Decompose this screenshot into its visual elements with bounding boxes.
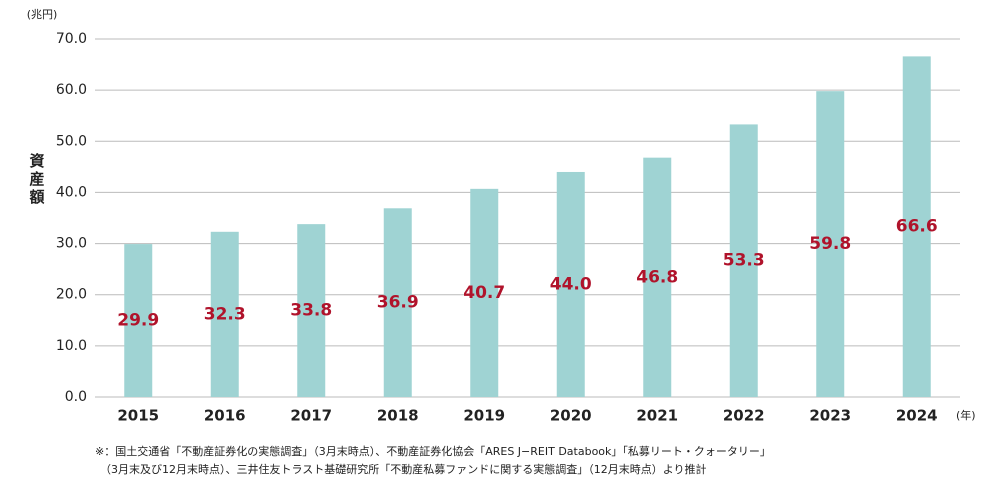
- data-label: 46.8: [636, 267, 678, 287]
- y-tick-label: 70.0: [56, 31, 87, 47]
- y-axis-label: 資産額: [28, 152, 46, 207]
- bar: [470, 188, 499, 397]
- bar: [124, 244, 153, 397]
- bar: [643, 157, 672, 397]
- x-tick-label: 2015: [117, 407, 159, 425]
- data-label: 29.9: [117, 311, 159, 331]
- x-tick-label: 2021: [636, 407, 678, 425]
- bar: [816, 91, 845, 397]
- y-tick-label: 60.0: [56, 82, 87, 98]
- y-tick-label: 40.0: [56, 184, 87, 200]
- y-tick-label: 50.0: [56, 133, 87, 149]
- x-tick-label: 2023: [809, 407, 851, 425]
- bar: [729, 124, 758, 397]
- footnote: （3月末及び12月末時点）、三井住友トラスト基礎研究所「不動産私募ファンドに関す…: [100, 462, 707, 476]
- bar: [556, 171, 585, 397]
- y-tick-label: 30.0: [56, 236, 87, 252]
- x-tick-label: 2017: [290, 407, 332, 425]
- y-unit: (兆円): [27, 8, 58, 21]
- data-label: 33.8: [290, 301, 332, 321]
- x-tick-label: 2020: [550, 407, 592, 425]
- y-tick-label: 20.0: [56, 287, 87, 303]
- x-tick-label: 2019: [463, 407, 505, 425]
- x-unit: (年): [956, 408, 976, 422]
- data-label: 44.0: [550, 274, 592, 294]
- x-tick-label: 2022: [723, 407, 765, 425]
- data-label: 40.7: [463, 283, 505, 303]
- x-tick-label: 2018: [377, 407, 419, 425]
- footnote: ※：国土交通省「不動産証券化の実態調査」（3月末時点）、不動産証券化協会「ARE…: [95, 444, 771, 458]
- y-tick-label: 10.0: [56, 338, 87, 354]
- data-label: 59.8: [809, 234, 851, 254]
- y-tick-label: 0.0: [65, 389, 87, 405]
- bar: [210, 231, 239, 397]
- bar: [902, 56, 931, 397]
- x-tick-label: 2016: [204, 407, 246, 425]
- bar: [383, 208, 412, 397]
- bar: [297, 224, 326, 397]
- data-label: 36.9: [377, 293, 419, 313]
- x-tick-label: 2024: [896, 407, 938, 425]
- data-label: 66.6: [896, 217, 938, 237]
- data-label: 32.3: [204, 304, 246, 324]
- data-label: 53.3: [723, 251, 765, 271]
